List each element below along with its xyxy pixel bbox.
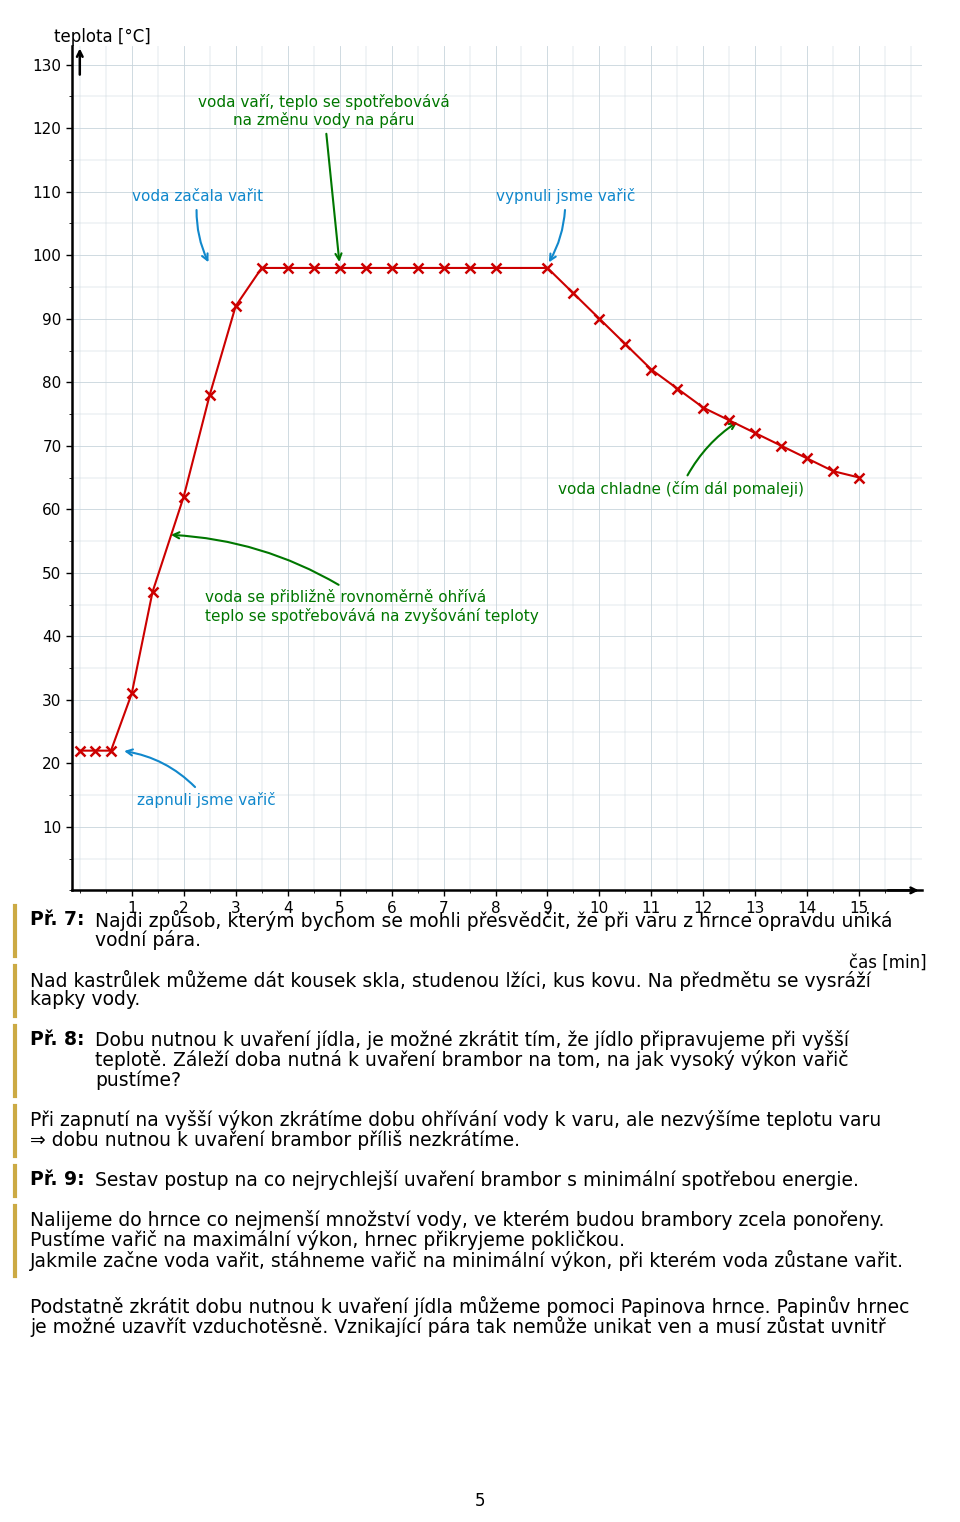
- Text: Pustíme vařič na maximální výkon, hrnec přikryjeme pokličkou.: Pustíme vařič na maximální výkon, hrnec …: [30, 1230, 625, 1250]
- Text: Př. 7:: Př. 7:: [30, 910, 84, 930]
- Text: voda začala vařit: voda začala vařit: [132, 189, 263, 260]
- Text: Jakmile začne voda vařit, stáhneme vařič na minimální výkon, při kterém voda zůs: Jakmile začne voda vařit, stáhneme vařič…: [30, 1250, 904, 1271]
- Text: zapnuli jsme vařič: zapnuli jsme vařič: [127, 749, 276, 808]
- Text: Nad kastrůlek můžeme dát kousek skla, studenou lžíci, kus kovu. Na předmětu se v: Nad kastrůlek můžeme dát kousek skla, st…: [30, 971, 871, 991]
- Text: 5: 5: [475, 1492, 485, 1510]
- Text: Dobu nutnou k uvaření jídla, je možné zkrátit tím, že jídlo připravujeme při vyš: Dobu nutnou k uvaření jídla, je možné zk…: [95, 1030, 849, 1050]
- Text: teplota [°C]: teplota [°C]: [54, 27, 151, 46]
- Text: Sestav postup na co nejrychlejší uvaření brambor s minimální spotřebou energie.: Sestav postup na co nejrychlejší uvaření…: [95, 1170, 859, 1190]
- Text: vypnuli jsme vařič: vypnuli jsme vařič: [495, 189, 635, 260]
- Text: Při zapnutí na vyšší výkon zkrátíme dobu ohřívání vody k varu, ale nezvýšíme tep: Při zapnutí na vyšší výkon zkrátíme dobu…: [30, 1110, 881, 1131]
- Text: Př. 9:: Př. 9:: [30, 1170, 84, 1189]
- Text: Najdi způsob, kterým bychom se mohli přesvědčit, že při varu z hrnce opravdu uni: Najdi způsob, kterým bychom se mohli pře…: [95, 910, 893, 931]
- Text: ⇒ dobu nutnou k uvaření brambor příliš nezkrátíme.: ⇒ dobu nutnou k uvaření brambor příliš n…: [30, 1131, 520, 1151]
- Text: kapky vody.: kapky vody.: [30, 991, 140, 1009]
- Text: čas [min]: čas [min]: [850, 954, 926, 973]
- Text: voda vaří, teplo se spotřebovává
na změnu vody na páru: voda vaří, teplo se spotřebovává na změn…: [198, 94, 450, 260]
- Text: vodní pára.: vodní pára.: [95, 930, 201, 950]
- Text: je možné uzavřít vzduchotěsně. Vznikající pára tak nemůže unikat ven a musí zůst: je možné uzavřít vzduchotěsně. Vznikajíc…: [30, 1317, 886, 1338]
- Text: voda chladne (čím dál pomaleji): voda chladne (čím dál pomaleji): [558, 423, 804, 496]
- Text: Př. 8:: Př. 8:: [30, 1030, 84, 1049]
- Text: voda se přibližně rovnoměrně ohřívá
teplo se spotřebovává na zvyšování teploty: voda se přibližně rovnoměrně ohřívá tepl…: [173, 533, 539, 624]
- Text: pustíme?: pustíme?: [95, 1070, 181, 1090]
- Text: teplotě. Záleží doba nutná k uvaření brambor na tom, na jak vysoký výkon vařič: teplotě. Záleží doba nutná k uvaření bra…: [95, 1050, 849, 1070]
- Text: Podstatně zkrátit dobu nutnou k uvaření jídla můžeme pomoci Papinova hrnce. Papi: Podstatně zkrátit dobu nutnou k uvaření …: [30, 1297, 909, 1317]
- Text: Nalijeme do hrnce co nejmenší množství vody, ve kterém budou brambory zcela pono: Nalijeme do hrnce co nejmenší množství v…: [30, 1210, 884, 1230]
